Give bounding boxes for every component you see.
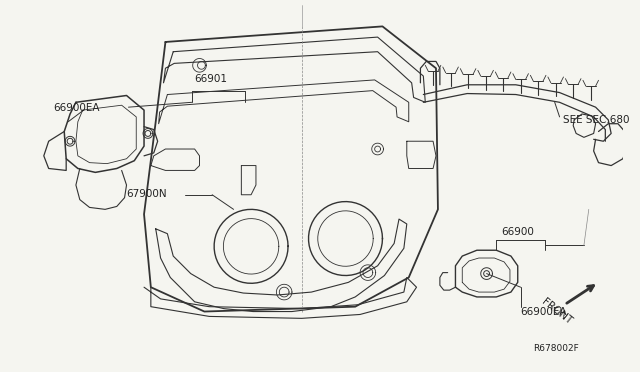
Text: 67900N: 67900N	[127, 189, 167, 199]
Text: 66900EA: 66900EA	[521, 307, 567, 317]
Text: 66900: 66900	[501, 227, 534, 237]
Text: FRONT: FRONT	[540, 297, 574, 326]
Text: R678002F: R678002F	[533, 344, 579, 353]
Text: SEE SEC.680: SEE SEC.680	[563, 115, 629, 125]
Text: 66900EA: 66900EA	[54, 103, 100, 113]
Text: 66901: 66901	[195, 74, 228, 84]
